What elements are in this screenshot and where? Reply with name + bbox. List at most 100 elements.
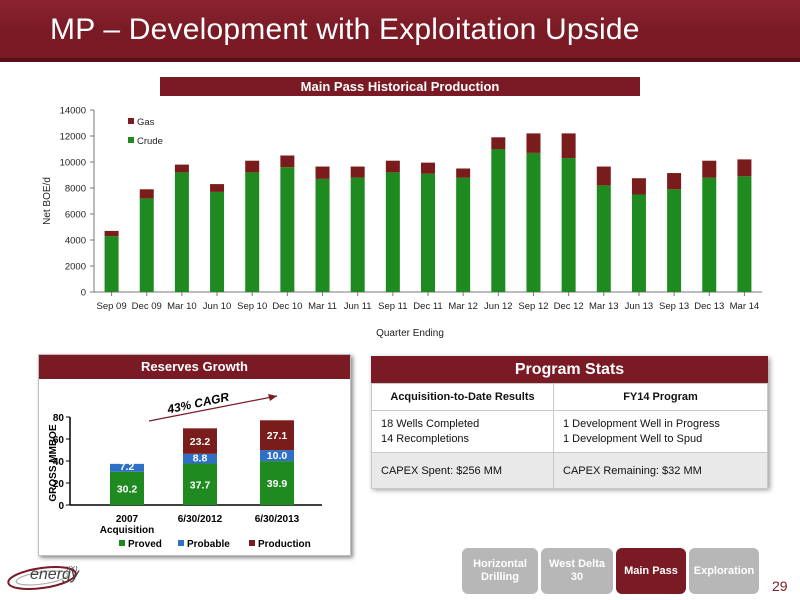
- bar-crude: [104, 236, 119, 292]
- x-tick-label: Jun 11: [344, 301, 372, 312]
- x-tick-label: Dec 10: [272, 301, 302, 312]
- y-tick-label: 14000: [60, 106, 86, 117]
- bar-crude: [385, 172, 400, 292]
- nav-west-delta-30[interactable]: West Delta 30: [541, 548, 613, 594]
- y-tick-label: 40: [53, 457, 65, 468]
- legend-label: Probable: [187, 539, 230, 550]
- nav-main-pass[interactable]: Main Pass: [616, 548, 686, 594]
- bar-crude: [315, 178, 330, 292]
- page-title: MP – Development with Exploitation Upsid…: [50, 13, 640, 46]
- bar-crude: [631, 194, 646, 292]
- legend-swatch: [128, 137, 134, 143]
- y-axis-label: GROSS MMBOE: [48, 424, 59, 502]
- y-tick-label: 0: [58, 501, 64, 512]
- bar-gas: [350, 166, 365, 178]
- x-tick-label: Sep 13: [659, 301, 689, 312]
- page-number: 29: [772, 578, 788, 594]
- y-tick-label: 12000: [60, 132, 86, 143]
- x-tick-label: 2007: [116, 514, 139, 525]
- stats-cell-line: 14 Recompletions: [381, 432, 470, 445]
- bar-production: [183, 428, 217, 454]
- stats-cell: 18 Wells Completed 14 Recompletions: [371, 410, 554, 453]
- nav-label-line: Exploration: [693, 564, 755, 577]
- bar-gas: [174, 164, 189, 173]
- y-tick-label: 20: [53, 479, 65, 490]
- bar-crude: [280, 167, 295, 292]
- legend-swatch: [249, 540, 255, 546]
- header-bar: [0, 0, 800, 62]
- data-label: 23.2: [190, 436, 211, 448]
- bar-crude: [561, 158, 576, 292]
- stats-col-header: FY14 Program: [553, 383, 768, 411]
- x-tick-label: Jun 12: [484, 301, 513, 312]
- bar-gas: [315, 166, 330, 179]
- bar-production: [260, 420, 294, 451]
- legend-label: Production: [258, 539, 311, 550]
- bar-gas: [210, 184, 225, 192]
- program-stats-panel: Program Stats Acquisition-to-Date Result…: [371, 356, 768, 489]
- nav-label-line: Horizontal: [473, 558, 527, 570]
- header-shine: [0, 0, 800, 30]
- data-label: 27.1: [267, 430, 288, 442]
- bar-crude: [174, 172, 189, 292]
- stats-col-header: Acquisition-to-Date Results: [371, 383, 554, 411]
- nav-label-line: 30: [570, 571, 584, 583]
- legend-swatch: [119, 540, 125, 546]
- x-axis-label: Quarter Ending: [376, 328, 444, 339]
- nav-label-line: Drilling: [481, 571, 519, 583]
- legend-swatch: [128, 118, 134, 124]
- x-tick-label: Dec 09: [132, 301, 162, 312]
- logo-suffix: XXI: [66, 566, 78, 573]
- x-tick-label: Acquisition: [100, 525, 154, 536]
- x-tick-label: Sep 12: [518, 301, 548, 312]
- x-tick-label: Dec 12: [554, 301, 584, 312]
- logo-text: energy: [30, 566, 79, 583]
- x-tick-label: 6/30/2013: [255, 514, 300, 525]
- data-label: 30.2: [117, 483, 138, 495]
- stats-cell-line: CAPEX Remaining: $32 MM: [563, 464, 702, 477]
- data-label: 7.2: [120, 461, 135, 473]
- bar-crude: [596, 185, 611, 292]
- bar-probable: [183, 453, 217, 464]
- bar-proved: [110, 471, 144, 505]
- bar-gas: [139, 189, 154, 199]
- legend-swatch: [178, 540, 184, 546]
- nav-exploration[interactable]: Exploration: [689, 548, 759, 594]
- y-tick-label: 80: [53, 413, 65, 424]
- bar-crude: [421, 173, 435, 292]
- x-tick-label: Mar 11: [308, 301, 337, 312]
- bar-gas: [421, 162, 435, 174]
- bar-crude: [667, 189, 682, 292]
- x-tick-label: Jun 10: [203, 301, 232, 312]
- bar-gas: [245, 160, 260, 173]
- x-tick-label: Mar 14: [730, 301, 760, 312]
- bar-crude: [456, 177, 471, 292]
- data-label: 8.8: [193, 453, 208, 465]
- bar-gas: [631, 178, 646, 195]
- data-label: 37.7: [190, 479, 211, 491]
- bar-proved: [183, 463, 217, 505]
- nav-horizontal-drilling[interactable]: Horizontal Drilling: [462, 548, 538, 594]
- stats-cell: CAPEX Spent: $256 MM: [371, 452, 554, 489]
- x-tick-label: Sep 11: [378, 301, 407, 312]
- y-tick-label: 60: [53, 435, 65, 446]
- cagr-arrow-line: [148, 395, 278, 422]
- nav-label-line: West Delta: [548, 558, 606, 570]
- program-stats-title: Program Stats: [371, 356, 768, 383]
- bar-gas: [104, 230, 119, 237]
- bar-gas: [456, 168, 471, 178]
- bar-proved: [260, 461, 294, 505]
- legend-label: Proved: [128, 539, 162, 550]
- reserves-title: Reserves Growth: [39, 355, 350, 379]
- bar-crude: [737, 176, 752, 292]
- main-production-chart: 0 2000 4000 6000 8000 10000 12000 14000 Sep 09 De…: [42, 106, 762, 339]
- x-tick-label: Dec 11: [413, 301, 442, 312]
- bar-crude: [350, 177, 365, 292]
- bar-crude: [491, 149, 506, 292]
- stats-cell: 1 Development Well in Progress 1 Develop…: [553, 410, 768, 453]
- bar-probable: [260, 450, 294, 462]
- nav-label-line: Main Pass: [624, 564, 678, 577]
- cagr-label: 43% CAGR: [165, 390, 231, 417]
